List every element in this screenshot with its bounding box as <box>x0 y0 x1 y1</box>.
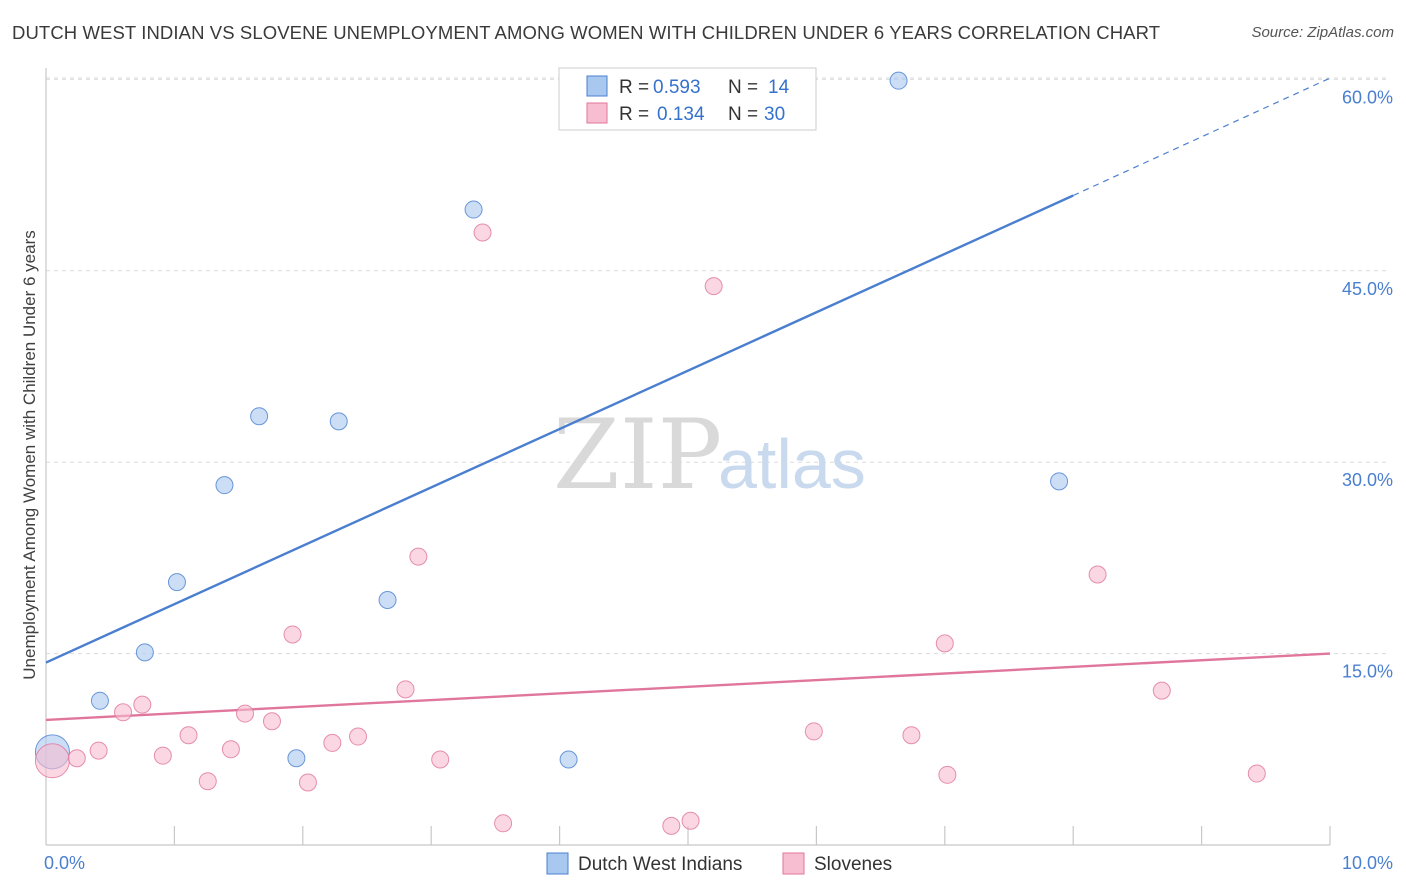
stats-legend-swatch-1 <box>586 102 608 124</box>
point-1-29 <box>1247 764 1266 783</box>
point-1-23 <box>804 722 823 741</box>
legend-label-dutch-west-indians: Dutch West Indians <box>578 854 742 875</box>
stats-legend: R = 0.593 N = 14 R = 0.134 N = 30 <box>558 67 817 131</box>
stats-n-label-0: N = <box>728 77 758 98</box>
y-tick-label-3: 60.0% <box>1342 87 1393 107</box>
legend-swatch-slovenes <box>782 852 805 875</box>
point-0-7 <box>329 412 348 431</box>
point-1-22 <box>704 277 723 296</box>
y-tick-label-2: 45.0% <box>1342 279 1393 299</box>
x-tick-labels: 0.0% 10.0% <box>44 853 1393 873</box>
point-0-9 <box>464 200 483 219</box>
point-1-14 <box>349 727 368 746</box>
point-1-11 <box>283 625 302 644</box>
stats-n-label-1: N = <box>728 104 758 125</box>
point-0-6 <box>287 749 306 768</box>
point-1-24 <box>902 726 921 745</box>
point-1-12 <box>298 773 317 792</box>
legend-label-slovenes: Slovenes <box>814 854 892 875</box>
point-1-19 <box>494 814 513 833</box>
trend-lines <box>45 77 1331 722</box>
point-1-26 <box>938 765 957 784</box>
point-0-2 <box>135 643 154 662</box>
point-1-16 <box>409 547 428 566</box>
point-1-7 <box>198 772 217 791</box>
point-0-8 <box>378 591 397 610</box>
point-1-0 <box>34 743 70 779</box>
legend-swatch-dutch-west-indians <box>546 852 569 875</box>
trend-line-0 <box>45 194 1074 664</box>
stats-r-value-1: 0.134 <box>657 104 705 125</box>
stats-n-value-1: 30 <box>764 104 785 125</box>
point-1-20 <box>662 816 681 835</box>
point-0-10 <box>559 750 578 769</box>
point-1-1 <box>67 749 86 768</box>
point-1-21 <box>681 811 700 830</box>
point-0-12 <box>889 71 908 90</box>
y-tick-label-0: 15.0% <box>1342 662 1393 682</box>
point-1-4 <box>133 695 152 714</box>
y-tick-label-1: 30.0% <box>1342 470 1393 490</box>
point-1-8 <box>221 740 240 759</box>
stats-n-value-0: 14 <box>768 77 790 98</box>
source-credit: Source: ZipAtlas.com <box>1251 24 1394 41</box>
stats-r-label-1: R = <box>619 104 649 125</box>
point-1-2 <box>89 741 108 760</box>
point-1-17 <box>431 750 450 769</box>
point-1-27 <box>1088 565 1107 584</box>
stats-legend-swatch-0 <box>586 75 608 97</box>
point-1-25 <box>935 634 954 653</box>
axes <box>45 68 1331 846</box>
point-1-18 <box>473 223 492 242</box>
watermark: ZIP atlas <box>553 399 866 511</box>
point-1-13 <box>323 733 342 752</box>
point-1-9 <box>236 704 255 723</box>
y-tick-labels: 15.0% 30.0% 45.0% 60.0% <box>1342 87 1393 681</box>
chart-title: DUTCH WEST INDIAN VS SLOVENE UNEMPLOYMEN… <box>12 22 1161 43</box>
watermark-zip: ZIP <box>553 399 722 511</box>
trend-line-extension-0 <box>1072 77 1331 197</box>
point-0-3 <box>167 573 186 592</box>
series-legend: Dutch West Indians Slovenes <box>546 852 892 875</box>
point-1-6 <box>179 726 198 745</box>
point-1-3 <box>114 703 133 722</box>
point-1-5 <box>153 746 172 765</box>
point-0-4 <box>215 476 234 495</box>
stats-r-value-0: 0.593 <box>653 77 701 98</box>
point-1-28 <box>1152 681 1171 700</box>
point-1-15 <box>396 680 415 699</box>
point-0-5 <box>250 407 269 426</box>
point-0-1 <box>90 691 109 710</box>
x-tick-label-0: 0.0% <box>44 853 85 873</box>
y-axis-label: Unemployment Among Women with Children U… <box>20 230 39 679</box>
point-1-10 <box>262 712 281 731</box>
watermark-atlas: atlas <box>718 425 866 503</box>
trend-line-1 <box>45 652 1331 722</box>
point-0-13 <box>1050 472 1069 491</box>
x-tick-label-1: 10.0% <box>1342 853 1393 873</box>
gridlines <box>46 77 1390 655</box>
stats-r-label-0: R = <box>619 77 649 98</box>
